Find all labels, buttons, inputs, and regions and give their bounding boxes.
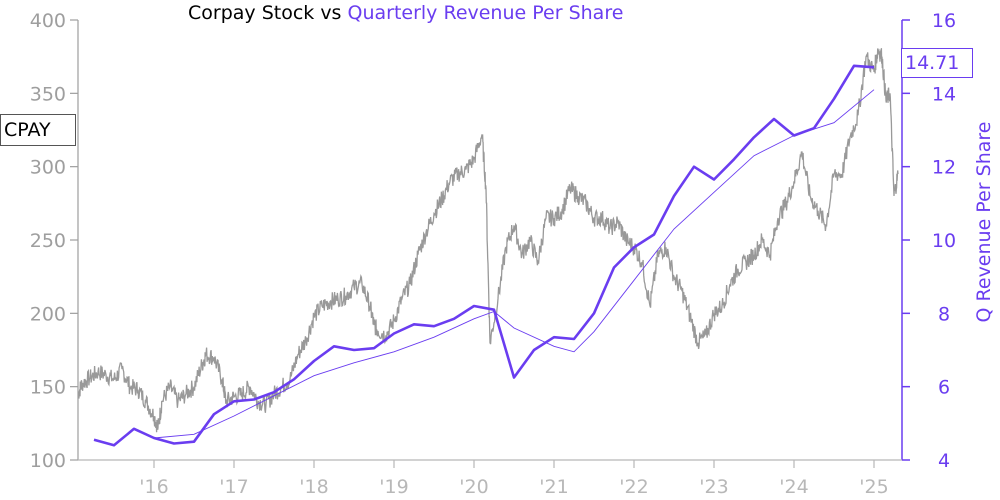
x-tick-label: '19 xyxy=(379,476,408,498)
left-y-axis: 100 150 200 250 300 350 400 xyxy=(30,10,79,472)
ticker-label: CPAY xyxy=(0,114,76,146)
right-axis-label: Q Revenue Per Share xyxy=(973,122,995,323)
x-tick-label: '25 xyxy=(859,476,888,498)
left-tick-label: 350 xyxy=(30,83,66,105)
left-tick-label: 200 xyxy=(30,303,66,325)
x-tick-label: '16 xyxy=(139,476,168,498)
x-tick-label: '23 xyxy=(699,476,728,498)
x-tick-label: '24 xyxy=(779,476,808,498)
left-tick-label: 300 xyxy=(30,157,66,179)
right-tick-label: 8 xyxy=(938,303,950,325)
revenue-per-share-path xyxy=(93,64,875,447)
stock-price-line xyxy=(77,48,899,433)
x-tick-label: '20 xyxy=(459,476,488,498)
x-tick-label: '21 xyxy=(539,476,568,498)
revenue-per-share-line xyxy=(93,64,875,447)
x-axis: '16 '17 '18 '19 '20 '21 '22 '23 '24 '25 xyxy=(78,459,902,498)
right-tick-label: 4 xyxy=(938,450,950,472)
revenue-trend-path xyxy=(153,89,875,439)
x-tick-label: '18 xyxy=(299,476,328,498)
chart-title-stock: Corpay Stock vs xyxy=(188,2,348,24)
right-tick-label: 12 xyxy=(932,157,956,179)
left-tick-label: 400 xyxy=(30,10,66,32)
left-tick-label: 100 xyxy=(30,450,66,472)
right-tick-label: 6 xyxy=(938,377,950,399)
left-tick-label: 150 xyxy=(30,377,66,399)
right-tick-label: 10 xyxy=(932,230,956,252)
stock-price-path xyxy=(77,48,899,433)
right-y-axis: 4 6 8 10 12 14 16 xyxy=(901,10,956,472)
right-tick-label: 16 xyxy=(932,10,956,32)
x-tick-label: '22 xyxy=(619,476,648,498)
chart-title: Corpay Stock vs Quarterly Revenue Per Sh… xyxy=(188,2,623,24)
right-tick-label: 14 xyxy=(932,83,956,105)
x-tick-label: '17 xyxy=(219,476,248,498)
chart-title-metric: Quarterly Revenue Per Share xyxy=(348,2,624,24)
left-tick-label: 250 xyxy=(30,230,66,252)
revenue-trend-line xyxy=(153,89,875,439)
last-value-label: 14.71 xyxy=(901,48,973,78)
